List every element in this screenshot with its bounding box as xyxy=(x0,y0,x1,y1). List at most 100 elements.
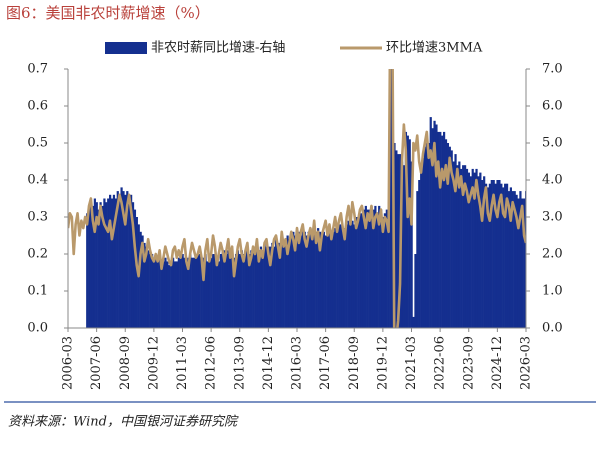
bar xyxy=(172,257,175,328)
bar xyxy=(303,231,306,328)
x-tick-label: 2018-09 xyxy=(347,336,362,390)
x-tick-label: 2017-06 xyxy=(318,336,333,390)
bar xyxy=(492,180,495,328)
chart-title: 图6：美国非农时薪增速（%） xyxy=(6,4,210,22)
bar xyxy=(231,250,234,328)
bar xyxy=(198,254,201,328)
bar xyxy=(208,254,211,328)
bar xyxy=(223,250,226,328)
bar xyxy=(166,261,169,328)
bar xyxy=(294,235,297,328)
y-tick-label: 0.4 xyxy=(27,173,48,188)
x-tick-label: 2026-03 xyxy=(519,336,534,390)
bar xyxy=(273,246,276,328)
bar xyxy=(349,224,352,328)
bar xyxy=(360,213,364,328)
bar xyxy=(225,254,228,328)
bar xyxy=(359,213,362,328)
bar xyxy=(278,242,282,328)
bar xyxy=(248,254,251,328)
bar xyxy=(318,231,322,328)
bar xyxy=(288,239,291,328)
x-tick-label: 2008-09 xyxy=(118,336,133,390)
bar xyxy=(139,231,142,328)
bar xyxy=(217,261,221,328)
bar xyxy=(370,205,373,328)
x-tick-label: 2009-12 xyxy=(146,336,161,390)
bar xyxy=(286,235,289,328)
bar xyxy=(330,231,333,328)
bar xyxy=(141,235,144,328)
bar xyxy=(406,135,409,328)
bar xyxy=(366,209,369,328)
bar xyxy=(212,254,215,328)
bar xyxy=(200,257,203,328)
bar xyxy=(448,146,451,328)
bar xyxy=(158,257,161,328)
bar xyxy=(112,194,116,328)
bar xyxy=(429,117,432,328)
y2-tick-label: 6.0 xyxy=(542,99,563,114)
bar xyxy=(105,202,108,328)
bar xyxy=(189,254,192,328)
bar xyxy=(213,254,217,328)
bar xyxy=(305,235,308,328)
bar xyxy=(88,205,91,328)
bar xyxy=(353,224,356,328)
bar xyxy=(523,198,526,328)
bar xyxy=(154,257,158,328)
bar xyxy=(147,250,150,328)
bar xyxy=(427,143,430,328)
bar xyxy=(252,246,255,328)
bar xyxy=(275,239,278,328)
bar xyxy=(328,228,331,328)
bar xyxy=(467,172,471,328)
bar xyxy=(479,172,482,328)
bar xyxy=(238,254,242,328)
bar xyxy=(435,124,438,328)
bar xyxy=(177,257,180,328)
bar xyxy=(402,165,406,328)
bar xyxy=(297,231,301,328)
bar xyxy=(221,250,224,328)
bar xyxy=(357,217,360,328)
bar xyxy=(110,198,114,328)
x-tick-label: 2006-03 xyxy=(61,336,76,390)
x-tick-label: 2024-12 xyxy=(490,336,505,390)
bar xyxy=(458,161,461,328)
bar xyxy=(284,239,287,328)
bar xyxy=(345,224,348,328)
bar xyxy=(486,187,490,328)
bar xyxy=(404,131,408,328)
bar xyxy=(118,194,121,328)
x-tick-label: 2021-03 xyxy=(404,336,419,390)
bar xyxy=(133,209,137,328)
line xyxy=(68,69,526,328)
bar xyxy=(317,228,320,328)
x-tick-label: 2013-09 xyxy=(232,336,247,390)
bar xyxy=(521,198,524,328)
bar xyxy=(183,257,186,328)
bar xyxy=(420,168,423,328)
bar xyxy=(181,254,184,328)
bar xyxy=(395,150,398,328)
bar xyxy=(149,254,152,328)
bar xyxy=(263,242,266,328)
bar xyxy=(513,191,516,328)
bar xyxy=(307,231,310,328)
bar xyxy=(130,194,133,328)
bar xyxy=(95,202,98,328)
bar xyxy=(475,168,478,328)
bar xyxy=(324,235,327,328)
bar xyxy=(387,202,390,328)
bar xyxy=(507,191,511,328)
bar xyxy=(265,246,268,328)
bar xyxy=(332,231,335,328)
bar xyxy=(120,187,123,328)
bar xyxy=(101,205,104,328)
bar xyxy=(280,239,283,328)
bar xyxy=(240,250,243,328)
bar xyxy=(519,191,522,328)
y2-tick-label: 1.0 xyxy=(542,284,563,299)
